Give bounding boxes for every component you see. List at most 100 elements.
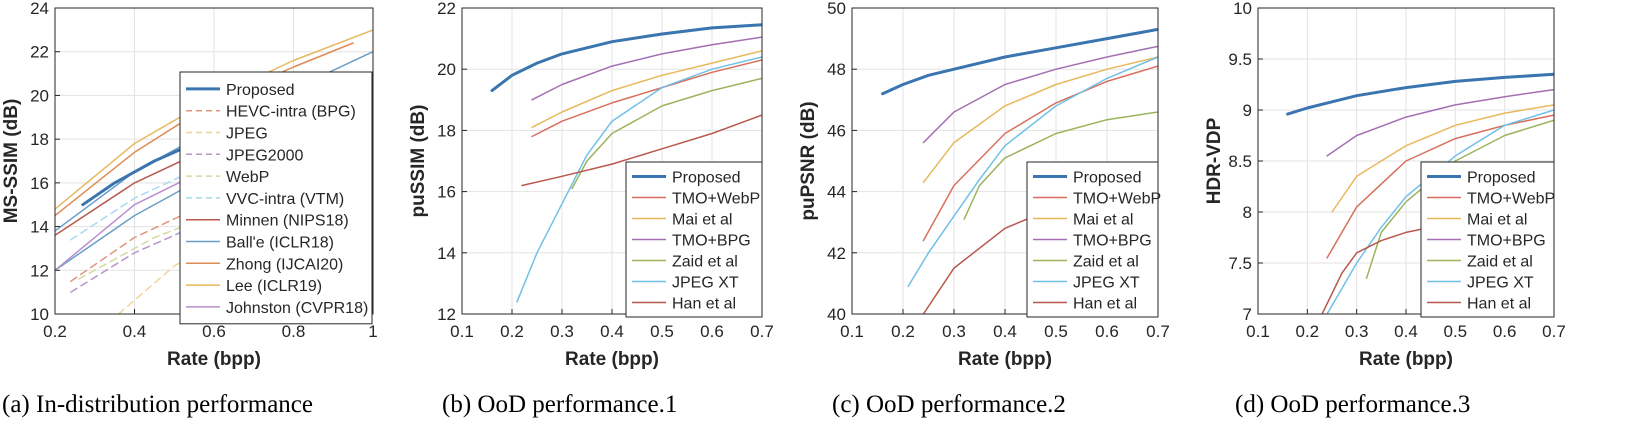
y-tick-label: 44 bbox=[827, 183, 846, 202]
legend-label-minnen-nips18: Minnen (NIPS18) bbox=[226, 213, 349, 230]
x-tick-label: 0.4 bbox=[993, 322, 1017, 341]
y-tick-label: 14 bbox=[437, 244, 456, 263]
y-tick-label: 24 bbox=[30, 0, 49, 18]
y-tick-label: 50 bbox=[827, 0, 846, 18]
legend: Proposed TMO+WebP Mai et al TMO+BPG Zaid et … bbox=[1420, 161, 1555, 318]
series-group bbox=[1286, 72, 1554, 314]
y-tick-label: 18 bbox=[30, 130, 49, 149]
legend-label-jpeg2000: JPEG2000 bbox=[226, 147, 303, 164]
x-tick-label: 0.1 bbox=[450, 322, 474, 341]
y-tick-label: 9.5 bbox=[1228, 50, 1252, 69]
y-tick-label: 16 bbox=[30, 174, 49, 193]
y-tick-label: 22 bbox=[437, 0, 456, 18]
x-tick-label: 0.2 bbox=[891, 322, 915, 341]
y-tick-label: 20 bbox=[437, 60, 456, 79]
legend-label-jpeg: JPEG bbox=[226, 126, 268, 143]
y-tick-label: 14 bbox=[30, 218, 49, 237]
y-tick-label: 7 bbox=[1243, 305, 1252, 324]
legend-label-zaid-et-al: Zaid et al bbox=[672, 254, 738, 271]
chart-panel-1: 0.2 0.4 0.6 0.8 1 10 12 14 16 18 20 22 24 Rate (bpp) M… bbox=[1, 0, 378, 418]
x-tick-label: 0.3 bbox=[1345, 322, 1369, 341]
legend-label-han-et-al: Han et al bbox=[1467, 296, 1531, 313]
series-line-mai-et-al bbox=[531, 50, 762, 129]
legend-label-han-et-al: Han et al bbox=[672, 296, 736, 313]
y-tick-label: 18 bbox=[437, 121, 456, 140]
y-tick-label: 9 bbox=[1243, 101, 1252, 120]
legend-label-proposed: Proposed bbox=[226, 82, 295, 99]
series-line-proposed bbox=[881, 27, 1158, 96]
legend-label-tmo-webp: TMO+WebP bbox=[1073, 191, 1161, 208]
legend: Proposed HEVC-intra (BPG) JPEG JPEG2000 WebP… bbox=[179, 71, 373, 325]
series-group bbox=[490, 23, 762, 303]
y-tick-label: 42 bbox=[827, 244, 846, 263]
legend-label-tmo-bpg: TMO+BPG bbox=[1073, 233, 1152, 250]
legend-label-mai-et-al: Mai et al bbox=[1467, 212, 1527, 229]
legend-label-mai-et-al: Mai et al bbox=[1073, 212, 1133, 229]
series-line-tmo-webp bbox=[531, 59, 762, 138]
legend-label-proposed: Proposed bbox=[672, 170, 741, 187]
x-tick-label: 0.4 bbox=[123, 322, 147, 341]
x-tick-label: 0.6 bbox=[1095, 322, 1119, 341]
legend-label-jpeg-xt: JPEG XT bbox=[1467, 275, 1534, 292]
y-axis-label: MS-SSIM (dB) bbox=[1, 99, 22, 224]
series-line-han-et-al bbox=[521, 114, 762, 187]
legend-box bbox=[1026, 161, 1159, 318]
y-tick-label: 8.5 bbox=[1228, 152, 1252, 171]
series-line-tmo-bpg bbox=[1326, 88, 1554, 157]
x-tick-label: 0.8 bbox=[282, 322, 306, 341]
y-tick-label: 40 bbox=[827, 305, 846, 324]
series-line-zaid-et-al bbox=[963, 111, 1158, 220]
legend-label-ball-e-iclr18: Ball'e (ICLR18) bbox=[226, 235, 334, 252]
x-tick-label: 0.2 bbox=[1296, 322, 1320, 341]
y-tick-label: 8 bbox=[1243, 203, 1252, 222]
x-axis-label: Rate (bpp) bbox=[1359, 349, 1453, 370]
series-line-tmo-bpg bbox=[922, 45, 1158, 144]
legend: Proposed TMO+WebP Mai et al TMO+BPG Zaid et … bbox=[1026, 161, 1161, 318]
x-tick-label: 0.1 bbox=[840, 322, 864, 341]
series-line-zaid-et-al bbox=[571, 77, 762, 190]
x-tick-label: 0.6 bbox=[700, 322, 724, 341]
x-tick-label: 0.4 bbox=[600, 322, 624, 341]
series-line-mai-et-al bbox=[1331, 104, 1554, 213]
y-tick-label: 48 bbox=[827, 60, 846, 79]
y-tick-label: 12 bbox=[30, 261, 49, 280]
x-tick-label: 0.3 bbox=[942, 322, 966, 341]
panel-caption: (d) OoD performance.3 bbox=[1235, 391, 1470, 418]
series-line-proposed bbox=[1286, 72, 1554, 116]
series-line-tmo-webp bbox=[922, 65, 1158, 242]
legend-label-tmo-webp: TMO+WebP bbox=[672, 191, 760, 208]
series-line-jpeg-xt bbox=[1326, 109, 1554, 314]
x-tick-label: 0.4 bbox=[1394, 322, 1418, 341]
series-line-tmo-bpg bbox=[531, 36, 762, 101]
legend-label-tmo-bpg: TMO+BPG bbox=[672, 233, 751, 250]
legend-label-hevc-intra-bpg: HEVC-intra (BPG) bbox=[226, 104, 356, 121]
series-line-mai-et-al bbox=[922, 56, 1158, 184]
x-axis-label: Rate (bpp) bbox=[958, 349, 1052, 370]
x-tick-label: 0.7 bbox=[1542, 322, 1566, 341]
legend-label-proposed: Proposed bbox=[1467, 170, 1536, 187]
x-axis-label: Rate (bpp) bbox=[167, 349, 261, 370]
panel-caption: (c) OoD performance.2 bbox=[832, 391, 1066, 418]
y-axis-label: puSSIM (dB) bbox=[408, 105, 429, 218]
x-tick-label: 0.1 bbox=[1246, 322, 1270, 341]
x-tick-label: 1 bbox=[368, 322, 377, 341]
y-axis-label: puPSNR (dB) bbox=[798, 101, 819, 220]
legend-label-vvc-intra-vtm: VVC-intra (VTM) bbox=[226, 191, 344, 208]
y-tick-label: 12 bbox=[437, 305, 456, 324]
legend-label-webp: WebP bbox=[226, 169, 269, 186]
y-tick-label: 16 bbox=[437, 183, 456, 202]
legend: Proposed TMO+WebP Mai et al TMO+BPG Zaid et … bbox=[625, 161, 763, 318]
y-tick-label: 10 bbox=[30, 305, 49, 324]
y-tick-label: 20 bbox=[30, 86, 49, 105]
legend-label-tmo-bpg: TMO+BPG bbox=[1467, 233, 1546, 250]
y-tick-label: 46 bbox=[827, 121, 846, 140]
x-tick-label: 0.5 bbox=[1444, 322, 1468, 341]
panel-caption: (a) In-distribution performance bbox=[2, 391, 313, 418]
series-line-proposed bbox=[490, 23, 762, 93]
series-line-jpeg-xt bbox=[516, 56, 762, 303]
x-tick-label: 0.2 bbox=[43, 322, 67, 341]
legend-label-jpeg-xt: JPEG XT bbox=[672, 275, 739, 292]
legend-label-zhong-ijcai20: Zhong (IJCAI20) bbox=[226, 256, 343, 273]
x-tick-label: 0.3 bbox=[550, 322, 574, 341]
